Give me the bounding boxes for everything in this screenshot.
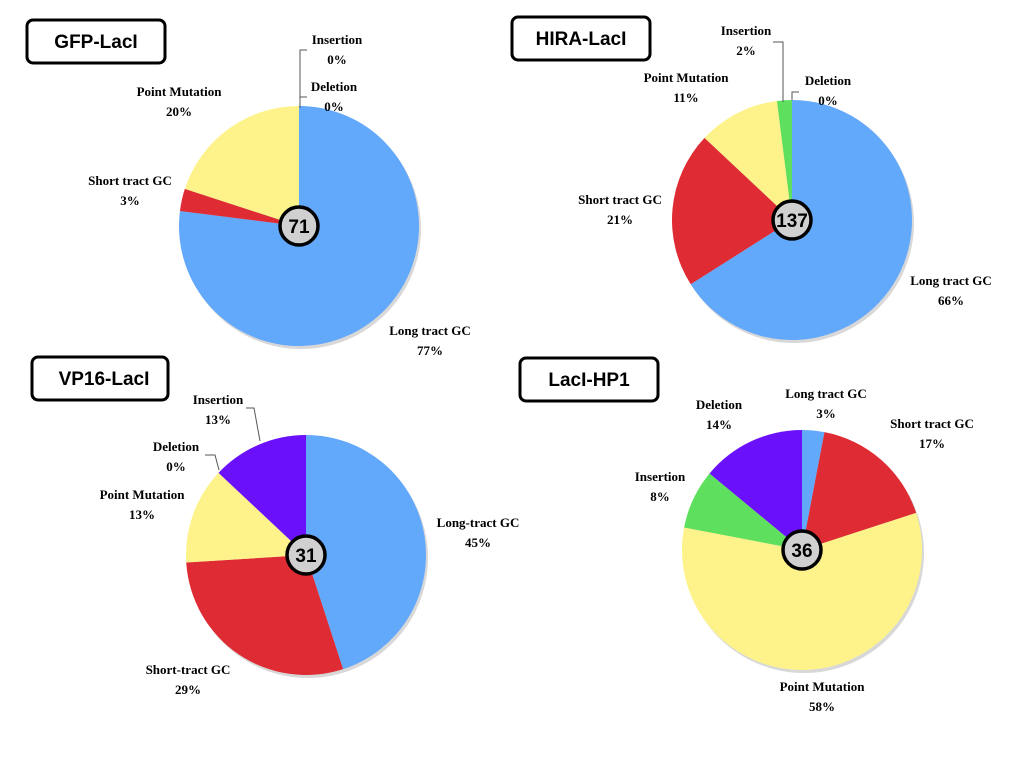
- slice-percent-long-tract-gc: 3%: [816, 406, 836, 421]
- pie-slice-insertion: [218, 435, 306, 555]
- slice-percent-short-tract-gc: 21%: [607, 212, 633, 227]
- slice-percent-long-tract-gc: 77%: [417, 343, 443, 358]
- pie-slice-short-tract-gc: [186, 555, 344, 676]
- slice-label-short-tract-gc: Short tract GC: [890, 416, 974, 431]
- slice-label-long-tract-gc: Long tract GC: [785, 386, 867, 401]
- chart-title: LacI-HP1: [548, 370, 630, 391]
- count-badge-text: 137: [776, 211, 808, 232]
- chart-title: GFP-LacI: [54, 32, 137, 53]
- count-badge-text: 31: [295, 546, 317, 567]
- count-badge: [771, 199, 813, 241]
- slice-label-deletion: Deletion: [311, 79, 358, 94]
- leader-line-deletion: [205, 454, 220, 471]
- slice-percent-point-mutation: 20%: [166, 104, 192, 119]
- pie-chart-hira-laci: Long tract GC 66% Short tract GC 21% Point M…: [510, 15, 992, 343]
- slice-label-point-mutation: Point Mutation: [137, 84, 223, 99]
- slice-label-deletion: Deletion: [153, 439, 200, 454]
- leader-line-deletion: [299, 96, 307, 108]
- count-badge-text: 36: [791, 541, 812, 562]
- chart-title: HIRA-LacI: [536, 29, 627, 50]
- slice-percent-point-mutation: 13%: [129, 507, 155, 522]
- slice-label-insertion: Insertion: [721, 23, 772, 38]
- leader-line-insertion: [246, 407, 261, 442]
- slice-label-short-tract-gc: Short-tract GC: [146, 662, 231, 677]
- pie-slice-point-mutation: [682, 512, 923, 671]
- pie-slice-insertion: [776, 100, 792, 220]
- slice-percent-short-tract-gc: 29%: [175, 682, 201, 697]
- slice-label-insertion: Insertion: [635, 469, 686, 484]
- slice-percent-short-tract-gc: 3%: [120, 193, 140, 208]
- slice-percent-insertion: 13%: [205, 412, 231, 427]
- pie-slice-long-tract-gc: [802, 430, 825, 550]
- slice-percent-deletion: 0%: [818, 93, 838, 108]
- count-badge: [278, 205, 320, 247]
- slice-label-long-tract-gc: Long-tract GC: [437, 515, 520, 530]
- slice-label-deletion: Deletion: [696, 397, 743, 412]
- chart-title: VP16-LacI: [59, 369, 150, 390]
- slice-label-point-mutation: Point Mutation: [780, 679, 866, 694]
- slice-percent-long-tract-gc: 45%: [465, 535, 491, 550]
- chart-title-box: [510, 15, 652, 62]
- slice-label-long-tract-gc: Long tract GC: [910, 273, 992, 288]
- slice-label-deletion: Deletion: [805, 73, 852, 88]
- slice-percent-short-tract-gc: 17%: [919, 436, 945, 451]
- pie-slice-point-mutation: [186, 472, 306, 563]
- leader-line-insertion: [299, 49, 307, 108]
- slice-percent-deletion: 0%: [324, 99, 344, 114]
- chart-title-box: [30, 355, 170, 402]
- pie-chart-laci-hp1: Long tract GC 3% Short tract GC 17% Point Mu…: [518, 356, 974, 714]
- count-badge-text: 71: [288, 217, 310, 238]
- count-badge: [781, 529, 823, 571]
- slice-percent-insertion: 2%: [736, 43, 756, 58]
- pie-slice-point-mutation: [184, 105, 299, 226]
- slice-percent-insertion: 8%: [650, 489, 670, 504]
- pie-slice-short-tract-gc: [802, 432, 917, 550]
- slice-percent-deletion: 0%: [166, 459, 186, 474]
- pie-slice-short-tract-gc: [179, 188, 299, 226]
- leader-line-deletion: [791, 91, 799, 100]
- slice-label-point-mutation: Point Mutation: [644, 70, 730, 85]
- pie-slice-insertion: [684, 473, 802, 550]
- slice-label-short-tract-gc: Short tract GC: [578, 192, 662, 207]
- pie-chart-gfp-laci: Long tract GC 77% Short tract GC 3% Point Mu…: [25, 18, 471, 358]
- slice-label-short-tract-gc: Short tract GC: [88, 173, 172, 188]
- pie-slice-long-tract-gc: [306, 435, 427, 670]
- pie-slice-point-mutation: [704, 100, 792, 220]
- chart-title-box: [25, 18, 167, 65]
- slice-percent-insertion: 0%: [327, 52, 347, 67]
- slice-label-insertion: Insertion: [193, 392, 244, 407]
- slice-percent-point-mutation: 58%: [809, 699, 835, 714]
- slice-percent-long-tract-gc: 66%: [938, 293, 964, 308]
- pie-slice-short-tract-gc: [671, 137, 792, 285]
- slice-percent-point-mutation: 11%: [673, 90, 698, 105]
- slice-label-long-tract-gc: Long tract GC: [389, 323, 471, 338]
- pie-chart-vp16-laci: Long-tract GC 45% Short-tract GC 29% Point M…: [30, 355, 520, 697]
- slice-percent-deletion: 14%: [706, 417, 732, 432]
- slice-label-insertion: Insertion: [312, 32, 363, 47]
- pie-slice-deletion: [709, 430, 802, 550]
- count-badge: [285, 534, 327, 576]
- chart-title-box: [518, 356, 660, 403]
- leader-line-insertion: [773, 41, 784, 102]
- slice-label-point-mutation: Point Mutation: [100, 487, 186, 502]
